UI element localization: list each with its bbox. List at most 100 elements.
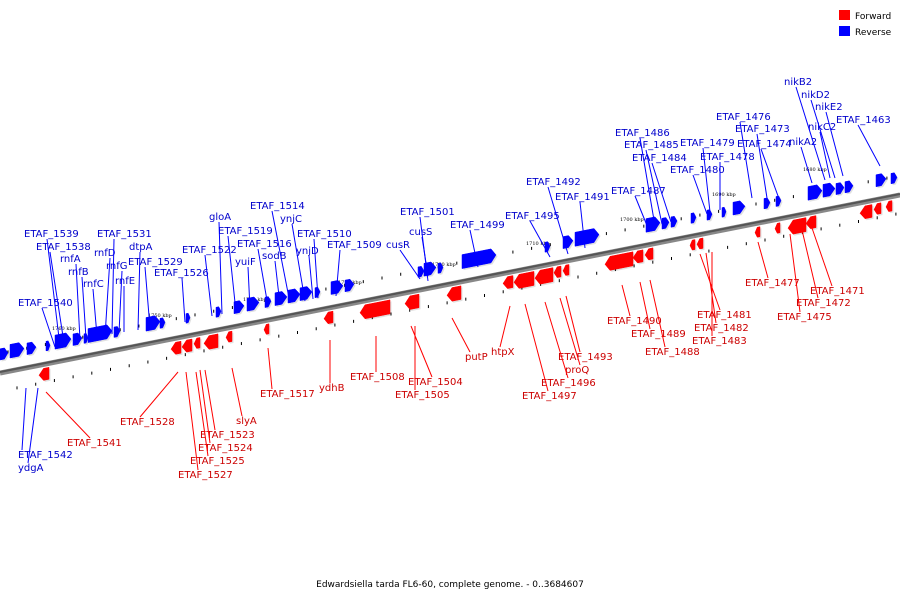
gene-label-reverse[interactable]: cusR	[386, 240, 410, 251]
gene-arrow-reverse	[721, 206, 727, 218]
kbp-tick-label: 1720 kbp	[432, 262, 456, 268]
gene-label-reverse[interactable]: sodB	[262, 251, 287, 262]
gene-label-reverse[interactable]: ETAF_1514	[250, 201, 305, 212]
gene-label-reverse[interactable]: ETAF_1495	[505, 211, 560, 222]
gene-label-reverse[interactable]: rnfE	[115, 276, 135, 287]
gene-label-reverse[interactable]: ynjC	[280, 214, 302, 225]
gene-arrow-forward	[225, 330, 233, 343]
gene-label-forward[interactable]: ETAF_1490	[607, 316, 662, 327]
gene-label-reverse[interactable]: ETAF_1509	[327, 240, 382, 251]
gene-label-forward[interactable]: ETAF_1505	[395, 390, 450, 401]
gene-arrow-reverse	[844, 180, 854, 194]
gene-label-forward[interactable]: ETAF_1517	[260, 389, 315, 400]
gene-label-reverse[interactable]: dtpA	[129, 242, 153, 253]
gene-label-forward[interactable]: slyA	[236, 416, 257, 427]
gene-label-reverse[interactable]: ETAF_1510	[297, 229, 352, 240]
gene-label-reverse[interactable]: ETAF_1492	[526, 177, 581, 188]
gene-label-reverse[interactable]: ETAF_1473	[735, 124, 790, 135]
gene-label-forward[interactable]: ETAF_1493	[558, 352, 613, 363]
gene-label-reverse[interactable]: cusS	[409, 227, 432, 238]
gene-label-reverse[interactable]: ETAF_1485	[624, 140, 679, 151]
gene-label-forward[interactable]: ETAF_1508	[350, 372, 405, 383]
gene-label-reverse[interactable]: ETAF_1474	[737, 139, 792, 150]
gene-label-reverse[interactable]: nikC2	[808, 122, 836, 133]
gene-label-forward[interactable]: ETAF_1527	[178, 470, 233, 481]
gene-arrow-forward	[604, 251, 634, 271]
gene-label-reverse[interactable]: ETAF_1516	[237, 239, 292, 250]
gene-label-forward[interactable]: ETAF_1496	[541, 378, 596, 389]
gene-label-forward[interactable]: ETAF_1488	[645, 347, 700, 358]
kbp-tick-label: 1680 kbp	[803, 167, 827, 173]
gene-label-reverse[interactable]: ETAF_1463	[836, 115, 891, 126]
gene-label-reverse[interactable]: ETAF_1538	[36, 242, 91, 253]
gene-label-reverse[interactable]: ETAF_1491	[555, 192, 610, 203]
leader-line-reverse	[692, 174, 708, 215]
gene-label-reverse[interactable]: ETAF_1542	[18, 450, 73, 461]
gene-label-reverse[interactable]: rnfB	[68, 267, 89, 278]
gene-label-reverse[interactable]: ETAF_1522	[182, 245, 237, 256]
leader-line-reverse	[257, 248, 269, 307]
gene-label-forward[interactable]: ETAF_1541	[67, 438, 122, 449]
genome-axis-line	[0, 193, 900, 373]
leader-line-reverse	[702, 147, 711, 213]
gene-label-forward[interactable]: ETAF_1482	[694, 323, 749, 334]
gene-label-reverse[interactable]: nikA2	[789, 137, 817, 148]
gene-label-forward[interactable]: ETAF_1489	[631, 329, 686, 340]
gene-arrow-reverse	[274, 291, 288, 306]
gene-label-reverse[interactable]: gloA	[209, 212, 231, 223]
gene-label-reverse[interactable]: nikE2	[815, 102, 843, 113]
gene-label-reverse[interactable]: ETAF_1499	[450, 220, 505, 231]
gene-label-reverse[interactable]: ETAF_1529	[128, 257, 183, 268]
gene-label-forward[interactable]: ETAF_1475	[777, 312, 832, 323]
gene-label-reverse[interactable]: nikB2	[784, 77, 812, 88]
gene-label-reverse[interactable]: ETAF_1526	[154, 268, 209, 279]
gene-label-forward[interactable]: ETAF_1472	[796, 298, 851, 309]
gene-label-reverse[interactable]: ETAF_1519	[218, 226, 273, 237]
gene-label-reverse[interactable]: ETAF_1539	[24, 229, 79, 240]
leader-line-reverse	[204, 254, 213, 317]
gene-label-forward[interactable]: ETAF_1481	[697, 310, 752, 321]
gene-label-reverse[interactable]: ETAF_1540	[18, 298, 73, 309]
gene-label-reverse[interactable]: nikD2	[801, 90, 830, 101]
gene-label-forward[interactable]: putP	[465, 352, 488, 363]
leader-line-reverse	[469, 229, 479, 268]
legend: Forward Reverse	[839, 10, 892, 38]
leader-line-forward	[524, 303, 549, 392]
gene-label-forward[interactable]: ETAF_1504	[408, 377, 463, 388]
gene-label-reverse[interactable]: ETAF_1484	[632, 153, 687, 164]
gene-arrow-forward	[696, 237, 704, 250]
gene-label-reverse[interactable]: ETAF_1479	[680, 138, 735, 149]
gene-label-forward[interactable]: ETAF_1497	[522, 391, 577, 402]
gene-label-forward[interactable]: ETAF_1523	[200, 430, 255, 441]
gene-label-forward[interactable]: ETAF_1524	[198, 443, 253, 454]
gene-label-reverse[interactable]: ynjD	[296, 246, 319, 257]
gene-label-forward[interactable]: ydhB	[319, 383, 345, 394]
gene-label-forward[interactable]: ETAF_1471	[810, 286, 865, 297]
gene-label-reverse[interactable]: rnfA	[60, 254, 81, 265]
gene-label-reverse[interactable]: yuiF	[235, 257, 256, 268]
gene-label-forward[interactable]: htpX	[491, 347, 515, 358]
gene-label-reverse[interactable]: ETAF_1480	[670, 165, 725, 176]
gene-label-reverse[interactable]: ETAF_1486	[615, 128, 670, 139]
gene-label-reverse[interactable]: ETAF_1476	[716, 112, 771, 123]
gene-label-reverse[interactable]: ETAF_1531	[97, 229, 152, 240]
gene-label-reverse[interactable]: rnfG	[106, 261, 128, 272]
gene-label-reverse[interactable]: rnfC	[83, 279, 104, 290]
gene-label-reverse[interactable]: ETAF_1501	[400, 207, 455, 218]
leader-line-reverse	[634, 195, 649, 229]
leader-line-forward	[204, 369, 216, 431]
gene-label-reverse[interactable]: ETAF_1487	[611, 186, 666, 197]
gene-label-reverse[interactable]: ETAF_1478	[700, 152, 755, 163]
gene-label-forward[interactable]: ETAF_1528	[120, 417, 175, 428]
gene-arrow-reverse	[661, 217, 670, 230]
gene-label-forward[interactable]: ETAF_1483	[692, 336, 747, 347]
gene-label-forward[interactable]: proQ	[565, 365, 589, 376]
gene-label-reverse[interactable]: ydgA	[18, 463, 44, 474]
gene-label-forward[interactable]: ETAF_1525	[190, 456, 245, 467]
gene-label-reverse[interactable]: rnfD	[94, 248, 116, 259]
gene-arrow-forward	[513, 271, 535, 289]
gene-arrow-reverse	[159, 317, 166, 329]
gene-label-forward[interactable]: ETAF_1477	[745, 278, 800, 289]
leader-line-reverse	[181, 277, 186, 323]
gene-arrow-reverse	[461, 248, 497, 269]
